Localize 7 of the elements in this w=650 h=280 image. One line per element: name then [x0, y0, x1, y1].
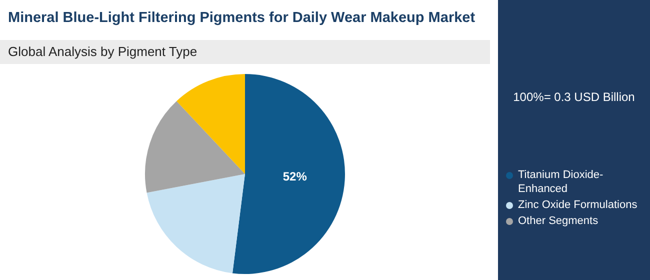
chart-subtitle: Global Analysis by Pigment Type [0, 40, 490, 64]
legend-label: Titanium Dioxide-Enhanced [518, 168, 604, 196]
legend-label: Other Segments [518, 214, 598, 228]
legend-label: Zinc Oxide Formulations [518, 198, 638, 212]
text: 100%= 0.3 USD Billion [512, 90, 636, 104]
data-label: 52% [282, 169, 308, 184]
chart-title: Mineral Blue-Light Filtering Pigments for Daily Wear Makeup Market [8, 10, 476, 26]
